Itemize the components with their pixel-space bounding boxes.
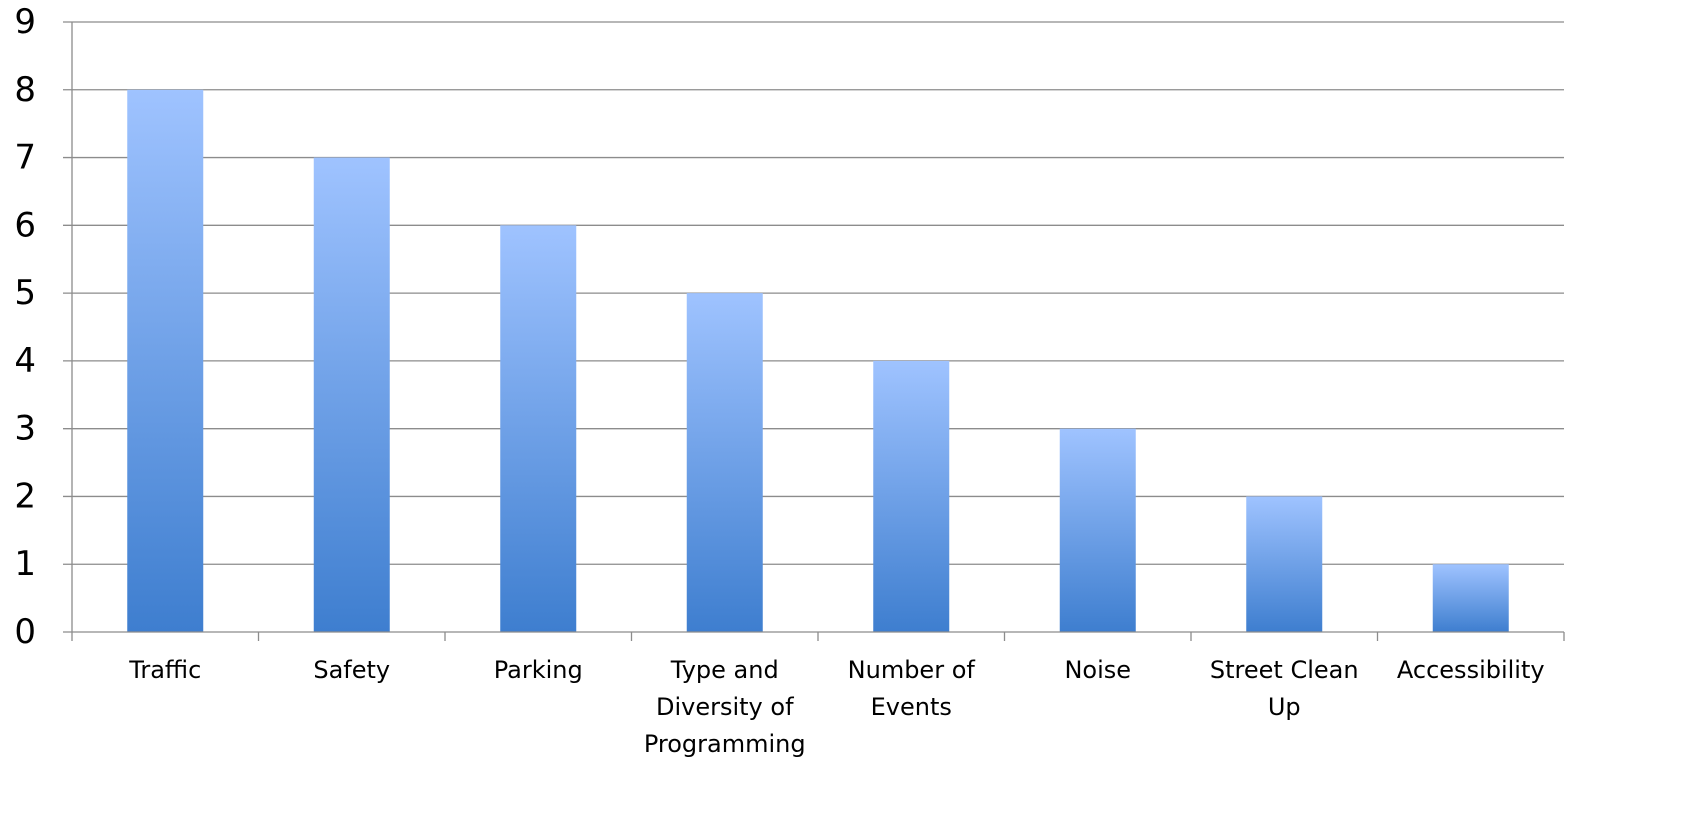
bar xyxy=(313,157,390,633)
x-tick-label: Safety xyxy=(313,656,390,684)
x-tick-label: Noise xyxy=(1064,656,1131,684)
gridlines xyxy=(63,21,1564,565)
axes xyxy=(63,22,1565,641)
x-tick-label: Type and Diversity of Programming xyxy=(644,656,806,758)
x-tick-label: Traffic xyxy=(128,656,201,684)
bar xyxy=(1059,428,1136,632)
y-tick-label: 9 xyxy=(14,2,36,42)
bar xyxy=(127,89,204,633)
x-tick-label: Accessibility xyxy=(1397,656,1545,684)
x-tick-label: Street Clean Up xyxy=(1210,656,1359,721)
bar xyxy=(1246,496,1323,632)
y-tick-label: 5 xyxy=(14,273,36,313)
y-tick-label: 7 xyxy=(14,138,36,178)
bar xyxy=(873,360,950,632)
y-tick-label: 6 xyxy=(14,205,36,245)
bar xyxy=(500,225,577,633)
bar xyxy=(686,293,763,632)
tick-labels: 0 1 2 3 4 5 6 7 8 9 Traffic Safety Parking Type and Di… xyxy=(14,2,1544,758)
bars xyxy=(127,89,1509,633)
y-tick-label: 2 xyxy=(14,476,36,516)
bar xyxy=(1432,564,1509,632)
y-tick-label: 3 xyxy=(14,409,36,449)
x-tick-label: Number of Events xyxy=(848,656,976,721)
x-tick-label: Parking xyxy=(494,656,583,684)
y-tick-label: 1 xyxy=(14,544,36,584)
y-tick-label: 4 xyxy=(14,341,36,381)
y-tick-label: 8 xyxy=(14,70,36,110)
y-tick-label: 0 xyxy=(14,612,36,652)
